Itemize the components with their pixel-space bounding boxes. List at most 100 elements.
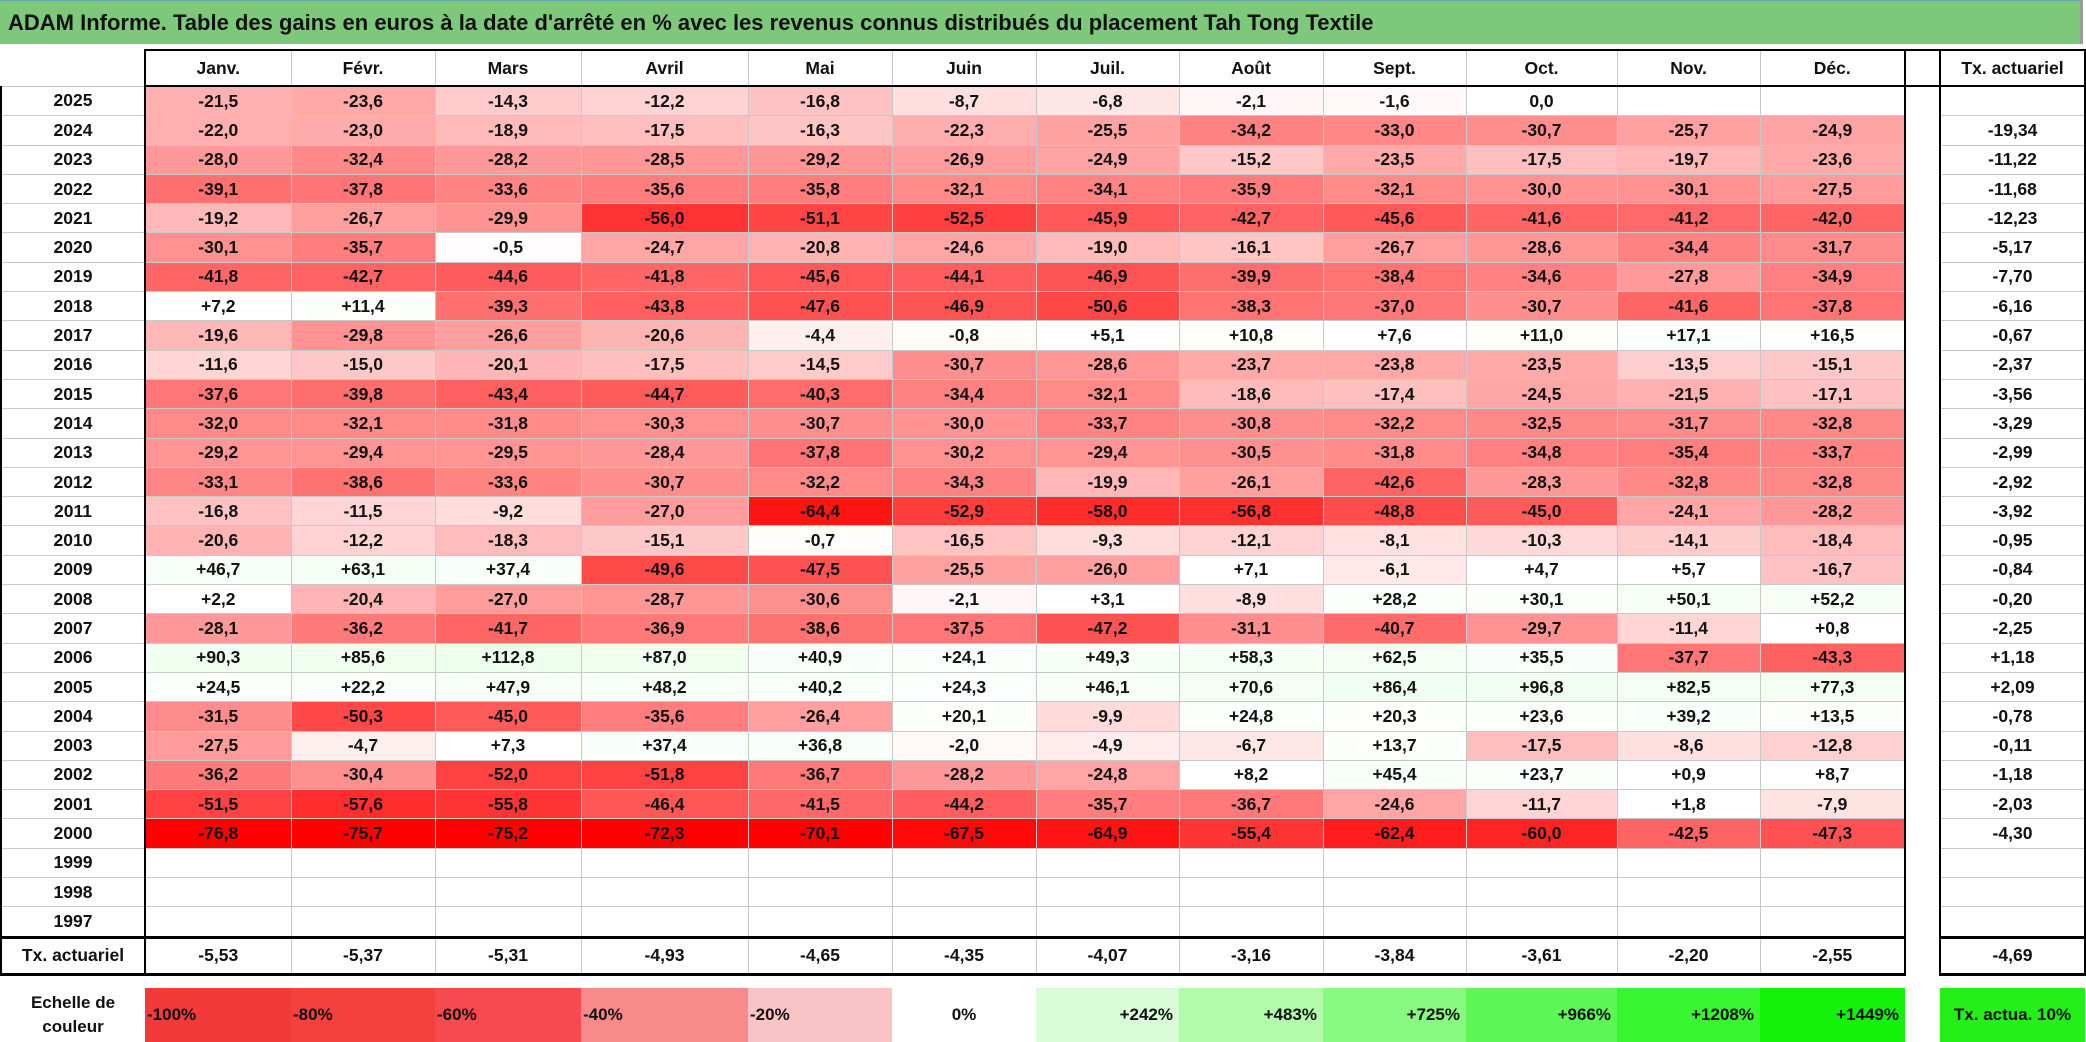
gain-cell (1178, 906, 1324, 938)
gain-cell: -1,6 (1322, 85, 1467, 117)
gain-cell: -47,6 (747, 291, 893, 322)
gain-cell: -28,3 (1465, 466, 1618, 498)
gain-cell: -50,6 (1035, 291, 1180, 322)
gain-cell: -17,5 (1465, 730, 1618, 761)
gain-cell: -30,1 (1616, 173, 1761, 205)
tx-actuariel-cell (1939, 877, 2086, 908)
gain-cell: -44,7 (580, 378, 749, 410)
tx-actuariel-header: Tx. actuariel (1939, 49, 2086, 87)
total-cell: -4,07 (1035, 935, 1180, 976)
gain-cell: -45,9 (1035, 203, 1180, 234)
gain-cell: -51,5 (144, 789, 292, 820)
gain-cell: -26,4 (747, 701, 893, 732)
gain-cell: -27,0 (434, 584, 582, 615)
gain-cell (1759, 877, 1906, 908)
gain-cell (434, 877, 582, 908)
gain-cell: -58,0 (1035, 496, 1180, 527)
gain-cell: -30,4 (290, 759, 436, 791)
totals-label: Tx. actuariel (0, 935, 146, 976)
gain-cell (1759, 85, 1906, 117)
column-gap (1905, 877, 1940, 907)
gain-cell: -26,6 (434, 320, 582, 351)
gain-cell: +63,1 (290, 554, 436, 586)
gain-cell: -23,6 (290, 85, 436, 117)
gain-cell: -32,1 (891, 173, 1037, 205)
year-label: 1999 (0, 847, 146, 879)
color-scale-legend: Echelle de couleur -100% -80% -60% -40% -20% 0… (1, 987, 2085, 1042)
gain-cell: -13,5 (1616, 349, 1761, 380)
column-gap (1905, 145, 1940, 175)
gain-cell: -28,2 (1759, 496, 1906, 527)
year-label: 2011 (0, 496, 146, 527)
year-label: 2013 (0, 437, 146, 468)
gain-cell: +13,7 (1322, 730, 1467, 761)
column-gap (1905, 906, 1940, 938)
tx-actuariel-cell (1939, 847, 2086, 879)
table-row: 2000 -76,8 -75,7 -75,2 -72,3 -70,1 -67,5 -64,9-… (0, 818, 2086, 849)
gain-cell (580, 847, 749, 879)
gain-cell: -38,6 (747, 613, 893, 644)
gain-cell (747, 906, 893, 938)
gain-cell: -30,0 (891, 408, 1037, 439)
gain-cell: -30,7 (580, 466, 749, 498)
gain-cell: -18,6 (1178, 378, 1324, 410)
gain-cell (1465, 906, 1618, 938)
table-row: 2019 -41,8 -42,7 -44,6 -41,8 -45,6 -44,1 -46,9-… (0, 261, 2086, 293)
table-row: 2006 +90,3 +85,6 +112,8 +87,0 +40,9 +24,1 +49,3… (0, 642, 2086, 673)
gain-cell: -42,5 (1616, 818, 1761, 849)
gain-cell: -45,6 (747, 261, 893, 293)
gain-cell: -34,8 (1465, 437, 1618, 468)
gain-cell: -8,6 (1616, 730, 1761, 761)
gain-cell: -32,1 (1322, 173, 1467, 205)
column-gap (1905, 408, 1940, 439)
table-row: 2004 -31,5 -50,3 -45,0 -35,6 -26,4 +20,1 -9,9 +2… (0, 701, 2086, 732)
gain-cell: -31,8 (1322, 437, 1467, 468)
gain-cell: -20,6 (144, 525, 292, 556)
gain-cell: -31,7 (1616, 408, 1761, 439)
table-row: 2013 -29,2 -29,4 -29,5 -28,4 -37,8 -30,2 -29,4-… (0, 437, 2086, 468)
gain-cell: +90,3 (144, 642, 292, 673)
gain-cell: +23,6 (1465, 701, 1618, 732)
gain-cell (1759, 906, 1906, 938)
tx-actuariel-cell: -0,67 (1939, 320, 2086, 351)
gain-cell: -27,0 (580, 496, 749, 527)
tx-actuariel-cell: -3,29 (1939, 408, 2086, 439)
year-label: 2000 (0, 818, 146, 849)
gain-cell: -33,7 (1035, 408, 1180, 439)
gain-cell: -14,3 (434, 85, 582, 117)
gain-cell: -32,2 (747, 466, 893, 498)
gain-cell: -55,4 (1178, 818, 1324, 849)
total-cell: -3,16 (1178, 935, 1324, 976)
gain-cell: -31,5 (144, 701, 292, 732)
gain-cell (1322, 877, 1467, 908)
total-cell: -2,20 (1616, 935, 1761, 976)
gain-cell (434, 906, 582, 938)
gain-cell (1322, 906, 1467, 938)
table-row: 2023 -28,0 -32,4 -28,2 -28,5 -29,2 -26,9 -24,9-… (0, 144, 2086, 175)
year-label: 2004 (0, 701, 146, 732)
gain-cell (1035, 906, 1180, 938)
gain-cell: +96,8 (1465, 671, 1618, 703)
gain-cell: -26,1 (1178, 466, 1324, 498)
gain-cell (1759, 847, 1906, 879)
gain-cell: -12,1 (1178, 525, 1324, 556)
gain-cell (1616, 85, 1761, 117)
table-row: 2011 -16,8 -11,5 -9,2 -27,0 -64,4 -52,9 -58,0 -5… (0, 496, 2086, 527)
tx-actuariel-cell: -2,25 (1939, 613, 2086, 644)
tx-actuariel-cell: -12,23 (1939, 203, 2086, 234)
gain-cell: +70,6 (1178, 671, 1324, 703)
gain-cell: -26,0 (1035, 554, 1180, 586)
gain-cell (580, 877, 749, 908)
gain-cell: -41,8 (580, 261, 749, 293)
gain-cell: +52,2 (1759, 584, 1906, 615)
table-row: 1999 (0, 847, 2086, 879)
gain-cell: -22,0 (144, 115, 292, 146)
gain-cell (891, 906, 1037, 938)
tx-actuariel-cell: -6,16 (1939, 291, 2086, 322)
gain-cell: -45,6 (1322, 203, 1467, 234)
tx-actuariel-cell: -2,37 (1939, 349, 2086, 380)
table-row: 2003 -27,5 -4,7 +7,3 +37,4 +36,8 -2,0 -4,9 -6,7 +… (0, 730, 2086, 761)
gain-cell: -26,7 (290, 203, 436, 234)
gain-cell: -24,1 (1616, 496, 1761, 527)
year-label: 2001 (0, 789, 146, 820)
